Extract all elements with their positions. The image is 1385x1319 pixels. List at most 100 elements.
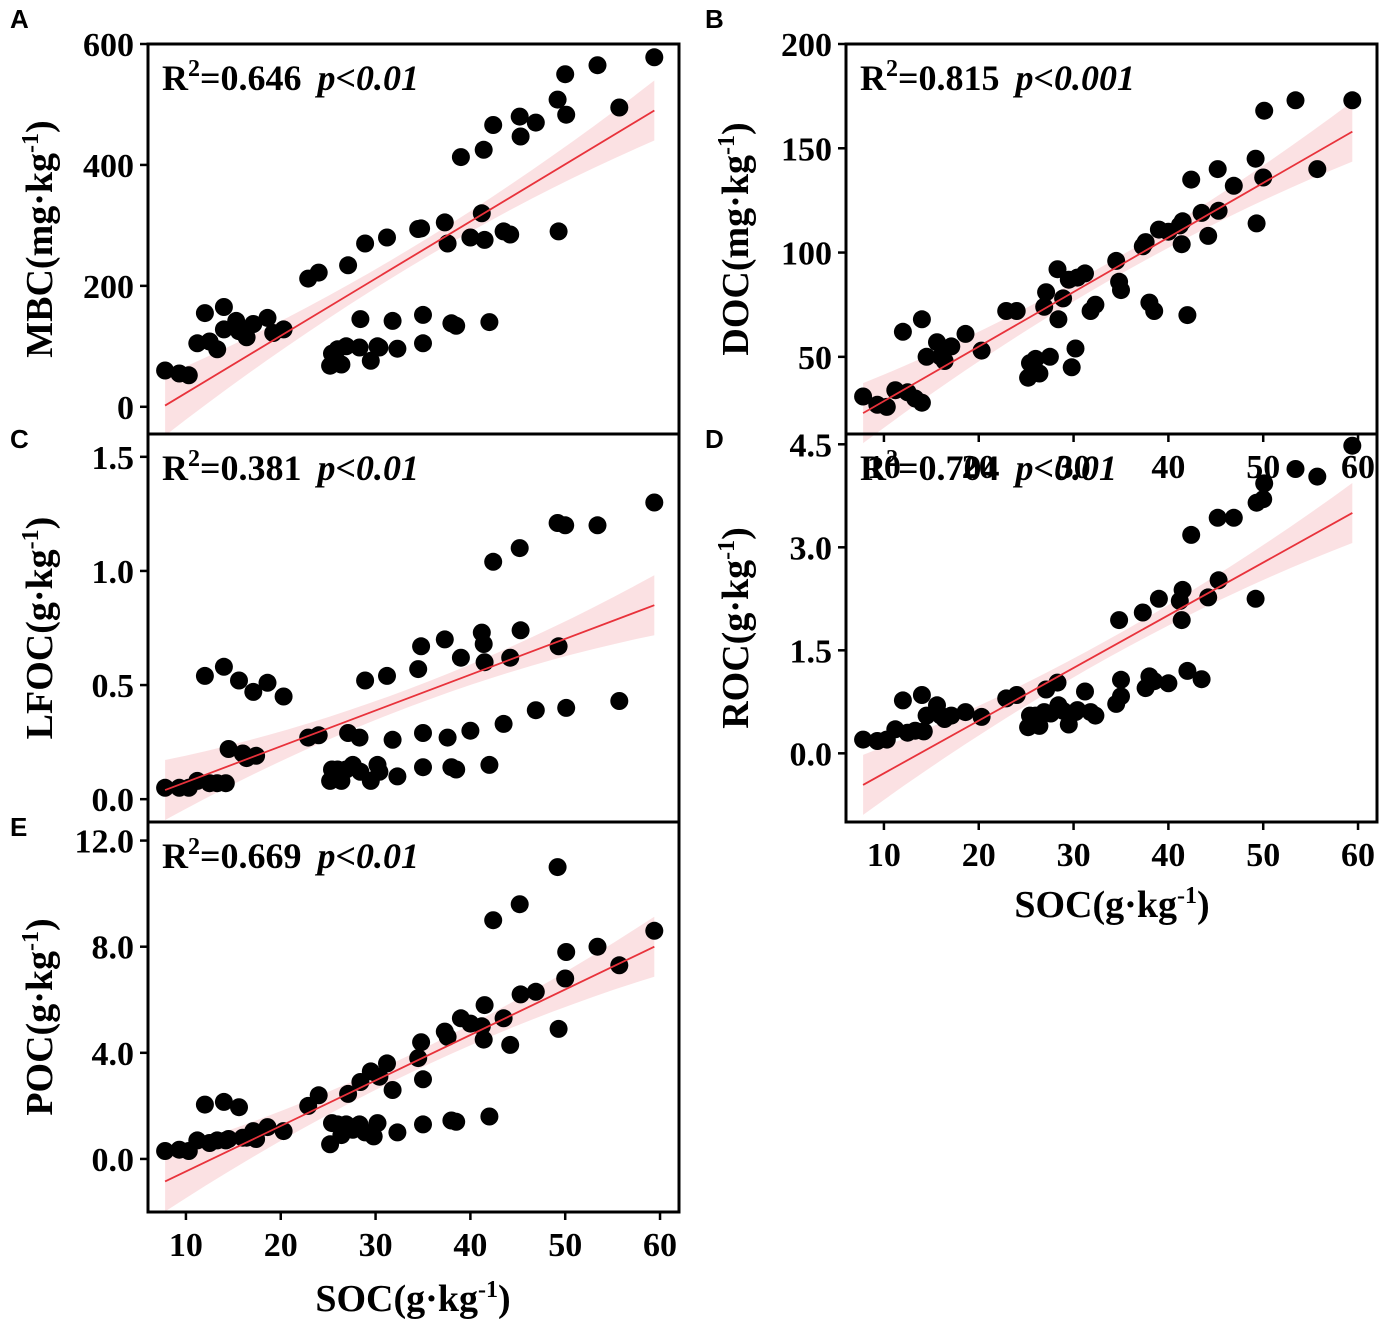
x-tick-label: 20 <box>962 449 996 486</box>
plot-frame <box>844 432 1379 824</box>
data-point <box>461 228 480 247</box>
data-point <box>556 516 575 535</box>
data-point <box>388 767 407 786</box>
data-point <box>494 714 513 733</box>
x-tick-label: 10 <box>867 837 901 874</box>
data-point <box>156 361 175 380</box>
data-point <box>1007 686 1026 704</box>
data-point <box>1112 687 1130 706</box>
data-point <box>1199 226 1218 245</box>
data-point <box>156 1142 175 1160</box>
data-point <box>1246 589 1265 608</box>
data-point <box>912 686 931 704</box>
data-point <box>378 1054 396 1073</box>
data-point <box>1133 603 1152 622</box>
data-point <box>414 1115 432 1134</box>
data-point <box>461 721 480 740</box>
y-tick-label: 200 <box>781 27 832 64</box>
data-point <box>548 90 567 109</box>
data-point <box>350 338 369 357</box>
x-tick-label: 60 <box>1341 449 1375 486</box>
y-tick-label: 12.0 <box>75 824 135 861</box>
data-point <box>928 333 946 352</box>
x-axis-label: SOC(g·kg-1) <box>1014 883 1209 926</box>
data-point <box>1208 508 1227 527</box>
panel-letter: D <box>705 424 724 454</box>
data-point <box>484 911 503 930</box>
y-axis-label: MBC(mg·kg-1) <box>18 120 61 357</box>
data-point <box>935 352 954 370</box>
x-tick-label: 40 <box>453 1227 487 1264</box>
data-point <box>219 1130 238 1148</box>
data-point <box>557 105 576 124</box>
data-point <box>610 692 629 710</box>
y-tick-label: 200 <box>83 269 134 306</box>
data-point <box>216 774 235 793</box>
x-tick-label: 20 <box>264 1227 298 1264</box>
data-point <box>1178 306 1197 325</box>
panel-e: E 0.0 4.0 8.0 12.0 10 20 30 40 50 60 POC(g·kg-1) SOC… <box>10 812 681 1319</box>
data-point <box>244 682 263 701</box>
data-point <box>274 687 293 706</box>
data-point <box>447 316 466 335</box>
data-point <box>435 213 454 232</box>
data-point <box>274 320 293 339</box>
data-point <box>526 113 545 132</box>
data-point <box>350 728 369 747</box>
data-point <box>1007 302 1026 320</box>
data-point <box>1308 160 1327 179</box>
y-tick-label: 1.5 <box>790 633 833 670</box>
data-point <box>1343 91 1362 110</box>
data-point <box>1048 260 1067 279</box>
data-point <box>409 1049 428 1068</box>
y-tick-label: 8.0 <box>92 930 135 967</box>
data-point <box>214 657 233 676</box>
y-tick-label: 150 <box>781 131 832 168</box>
data-point <box>474 635 493 653</box>
data-point <box>156 778 175 797</box>
data-point <box>370 762 389 781</box>
data-point <box>451 648 470 667</box>
data-point <box>510 539 529 558</box>
x-tick-label: 30 <box>1057 449 1091 486</box>
x-tick-label: 20 <box>962 837 996 874</box>
data-point <box>914 722 933 741</box>
data-point <box>1037 283 1056 302</box>
data-point <box>1040 347 1059 366</box>
data-point <box>480 1107 499 1126</box>
data-point <box>447 1112 466 1131</box>
panel-letter: A <box>10 4 29 34</box>
data-point <box>208 340 227 359</box>
data-point <box>1149 589 1168 608</box>
stats-annotation: R2=0.381 p<0.01 <box>162 446 419 488</box>
data-point <box>1173 580 1192 599</box>
data-point <box>1066 339 1085 358</box>
data-point <box>1255 474 1274 493</box>
data-point <box>645 921 664 940</box>
y-tick-label: 100 <box>781 236 832 273</box>
data-point <box>1172 235 1191 254</box>
data-point <box>917 347 936 366</box>
data-point <box>645 493 664 512</box>
data-point <box>1112 670 1130 689</box>
data-point <box>877 397 896 416</box>
data-point <box>549 222 568 241</box>
panel-a: A 0 200 400 600 MBC(mg·kg-1) R2=0.646 p<0.01 <box>10 4 681 436</box>
data-point <box>409 660 428 679</box>
data-point <box>526 982 545 1001</box>
y-tick-label: 0.0 <box>92 782 135 819</box>
regression-line <box>862 512 1353 786</box>
y-axis-label: LFOC(g·kg-1) <box>18 517 61 740</box>
data-point <box>195 666 214 685</box>
data-point <box>230 671 248 690</box>
data-point <box>195 304 214 323</box>
data-point <box>893 691 912 710</box>
data-point <box>1286 91 1305 110</box>
data-point <box>412 1033 431 1052</box>
data-point <box>1068 701 1087 720</box>
data-point <box>1254 168 1273 187</box>
x-tick-label: 60 <box>643 1227 677 1264</box>
regression-line <box>164 109 655 407</box>
x-tick-label: 10 <box>867 449 901 486</box>
